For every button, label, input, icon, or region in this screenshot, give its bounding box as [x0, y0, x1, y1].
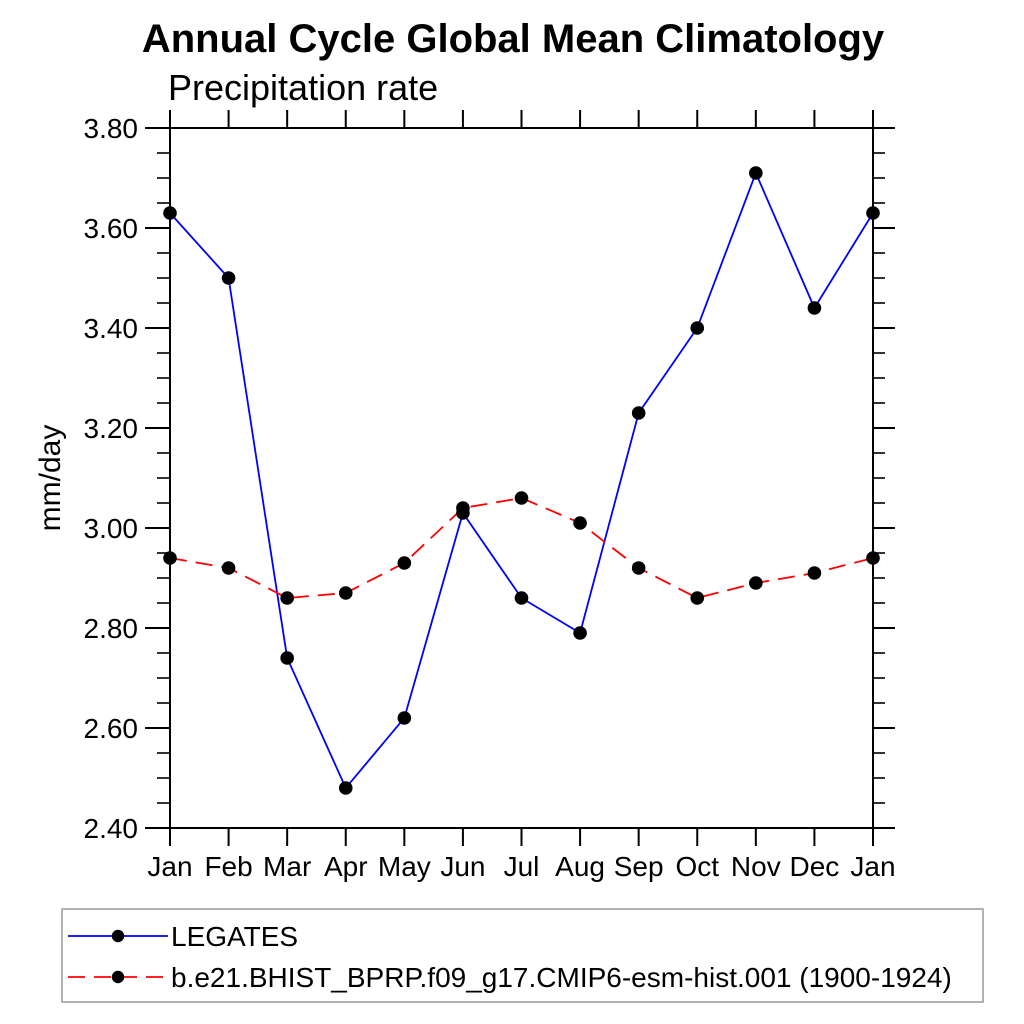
x-tick-label: Aug: [555, 851, 605, 882]
data-point-marker: [221, 271, 236, 285]
x-tick-label: Jul: [504, 851, 540, 882]
data-point-marker: [338, 586, 353, 600]
data-point-marker: [514, 591, 529, 605]
series-markers: [163, 166, 880, 795]
x-tick-label: Apr: [324, 851, 368, 882]
y-axis-label: mm/day: [34, 425, 67, 532]
legend: LEGATES b.e21.BHIST_BPRP.f09_g17.CMIP6-e…: [61, 908, 984, 1003]
x-axis-ticks: [169, 110, 874, 846]
data-point-marker: [397, 556, 412, 570]
data-point-marker: [456, 501, 470, 515]
x-tick-label: Nov: [731, 851, 781, 882]
data-point-marker: [690, 321, 705, 335]
data-point-marker: [749, 166, 763, 180]
data-point-marker: [631, 561, 646, 575]
data-point-marker: [573, 516, 587, 530]
y-tick-label: 2.60: [84, 713, 139, 744]
series-lines: [169, 170, 874, 790]
chart-subtitle: Precipitation rate: [168, 67, 438, 108]
y-tick-label: 3.20: [84, 413, 139, 444]
y-axis-ticks: [145, 127, 895, 829]
data-point-marker: [690, 591, 705, 605]
data-point-marker: [631, 406, 646, 420]
x-tick-label: Mar: [263, 851, 311, 882]
data-point-marker: [338, 781, 353, 795]
data-point-marker: [221, 561, 236, 575]
x-tick-label: Jan: [850, 851, 895, 882]
data-point-marker: [280, 651, 294, 665]
data-point-marker: [866, 206, 880, 220]
legend-entry-legates: LEGATES: [68, 921, 298, 952]
y-tick-label: 2.40: [84, 813, 139, 844]
data-point-marker: [163, 206, 177, 220]
legend-box: [61, 908, 984, 1003]
legend-marker-legates: [111, 929, 125, 943]
x-tick-label: Oct: [675, 851, 719, 882]
series-line-legates: [169, 170, 874, 790]
x-tick-label: Jan: [147, 851, 192, 882]
y-axis-tick-labels: 2.40 2.60 2.80 3.00 3.20 3.40 3.60 3.80: [84, 113, 139, 844]
data-point-marker: [807, 566, 822, 580]
data-point-marker: [807, 301, 822, 315]
y-tick-label: 2.80: [84, 613, 139, 644]
legend-marker-model-run: [111, 970, 125, 984]
chart-title: Annual Cycle Global Mean Climatology: [142, 17, 885, 61]
x-axis-tick-labels: Jan Feb Mar Apr May Jun Jul Aug Sep Oct Nov Dec Jan: [147, 851, 895, 882]
data-point-marker: [280, 591, 294, 605]
y-tick-label: 3.40: [84, 313, 139, 344]
legend-entry-model-run: b.e21.BHIST_BPRP.f09_g17.CMIP6-esm-hist.…: [68, 962, 952, 993]
x-tick-label: Jun: [440, 851, 485, 882]
x-tick-label: Sep: [614, 851, 664, 882]
data-point-marker: [163, 551, 177, 565]
x-tick-label: May: [378, 851, 431, 882]
data-point-marker: [573, 626, 587, 640]
data-point-marker: [514, 491, 529, 505]
y-tick-label: 3.80: [84, 113, 139, 144]
data-point-marker: [397, 711, 412, 725]
x-tick-label: Dec: [790, 851, 840, 882]
data-point-marker: [749, 576, 763, 590]
legend-label-legates: LEGATES: [171, 921, 298, 952]
data-point-marker: [866, 551, 880, 565]
y-tick-label: 3.00: [84, 513, 139, 544]
plot-frame: [169, 127, 874, 829]
legend-label-model-run: b.e21.BHIST_BPRP.f09_g17.CMIP6-esm-hist.…: [171, 962, 952, 993]
y-tick-label: 3.60: [84, 213, 139, 244]
x-tick-label: Feb: [204, 851, 252, 882]
